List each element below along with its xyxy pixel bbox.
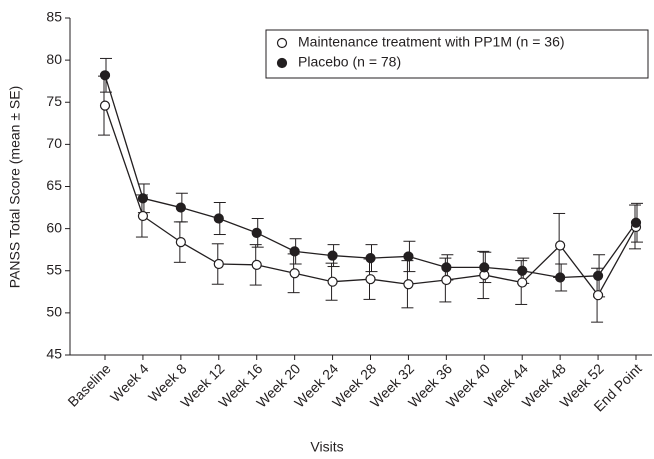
marker (289, 246, 300, 257)
x-tick-label: Baseline (64, 360, 113, 409)
marker (592, 270, 604, 281)
marker (327, 276, 338, 287)
marker (137, 193, 149, 204)
y-tick-label: 70 (46, 135, 62, 151)
x-axis-label: Visits (310, 439, 343, 455)
marker (555, 272, 566, 283)
marker (517, 277, 528, 288)
y-axis-label: PANSS Total Score (mean ± SE) (7, 86, 23, 288)
x-tick-label: Week 4 (107, 360, 152, 405)
y-tick-label: 85 (46, 9, 62, 25)
marker (327, 250, 338, 261)
y-tick-label: 80 (46, 51, 62, 67)
marker (555, 240, 566, 251)
legend-marker (276, 37, 288, 49)
legend-marker (276, 57, 288, 69)
series-line (104, 105, 637, 297)
y-tick-label: 75 (46, 93, 62, 109)
legend-label: Placebo (n = 78) (298, 54, 401, 70)
marker (175, 237, 186, 248)
marker (441, 262, 452, 273)
marker (365, 274, 376, 285)
y-tick-label: 65 (46, 177, 62, 193)
marker (99, 100, 111, 111)
marker (99, 70, 111, 81)
marker (403, 251, 414, 262)
legend-box (265, 29, 649, 79)
marker (175, 202, 186, 213)
marker (137, 210, 149, 222)
y-tick-label: 45 (46, 346, 62, 362)
marker (289, 268, 300, 279)
marker (251, 227, 262, 238)
marker (592, 290, 604, 301)
y-tick-label: 60 (46, 219, 62, 235)
marker (630, 217, 642, 228)
marker (479, 262, 490, 273)
legend-label: Maintenance treatment with PP1M (n = 36) (298, 34, 565, 50)
y-tick-label: 55 (46, 261, 62, 277)
marker (251, 259, 262, 270)
marker (441, 274, 452, 286)
y-tick-label: 50 (46, 304, 62, 320)
marker (213, 213, 224, 224)
marker (403, 279, 414, 290)
marker (213, 258, 224, 270)
marker (365, 253, 376, 264)
marker (517, 265, 528, 276)
